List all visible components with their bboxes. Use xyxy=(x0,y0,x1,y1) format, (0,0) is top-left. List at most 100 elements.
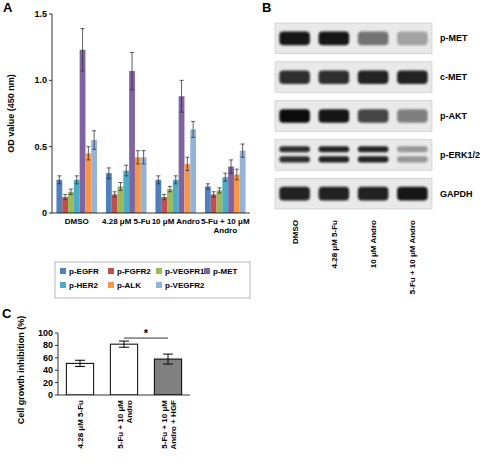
y-axis xyxy=(58,333,59,395)
error-stem xyxy=(168,354,169,364)
tick-label: 100 xyxy=(38,328,53,338)
error-stem xyxy=(225,173,226,181)
band xyxy=(397,32,428,46)
error-cap xyxy=(217,187,221,188)
band xyxy=(397,70,428,84)
legend-label: p-FGFR2 xyxy=(117,267,151,276)
row-label: p-ERK1/2 xyxy=(440,150,480,160)
error-cap xyxy=(130,89,134,90)
error-cap xyxy=(229,173,233,174)
band xyxy=(279,109,310,123)
band xyxy=(397,187,428,201)
bar xyxy=(85,153,91,213)
blot-strip xyxy=(275,178,432,209)
plot-area xyxy=(56,29,245,213)
bar xyxy=(240,151,246,213)
error-cap xyxy=(212,197,216,198)
error-cap xyxy=(118,182,122,183)
tick xyxy=(55,333,58,334)
error-bar xyxy=(69,189,73,194)
label-line: 4.28 μM 5-Fu xyxy=(102,217,151,226)
tick-label: 40 xyxy=(43,365,53,375)
error-stem xyxy=(114,192,115,197)
lane-label: 4.28 μM 5-Fu xyxy=(330,220,339,269)
error-cap xyxy=(163,354,173,355)
blot-strip xyxy=(275,101,432,132)
error-cap xyxy=(86,159,90,160)
band xyxy=(319,32,350,46)
label-line: DMSO xyxy=(65,217,89,226)
error-cap xyxy=(163,364,173,365)
band xyxy=(319,156,350,162)
error-stem xyxy=(231,160,232,173)
bar xyxy=(129,71,135,213)
error-cap xyxy=(180,112,184,113)
error-cap xyxy=(75,366,85,367)
y-axis xyxy=(52,14,53,213)
error-bar xyxy=(180,80,184,112)
bar xyxy=(228,167,234,213)
error-bar xyxy=(163,354,173,364)
error-stem xyxy=(207,184,208,189)
bar xyxy=(141,157,147,213)
bar xyxy=(62,197,68,213)
error-bar xyxy=(81,29,85,71)
error-cap xyxy=(69,194,73,195)
error-cap xyxy=(212,191,216,192)
error-cap xyxy=(136,150,140,151)
band xyxy=(279,32,310,46)
tick-label: 80 xyxy=(43,340,53,350)
panel-label: B xyxy=(262,0,271,15)
tick xyxy=(49,213,52,214)
error-cap xyxy=(241,157,245,158)
category-label: 5-Fu + 10 μMAndro + HGF xyxy=(160,400,178,450)
error-cap xyxy=(57,175,61,176)
figure: AOD value (450 nm)00.51.01.5DMSO4.28 μM … xyxy=(0,0,500,471)
error-bar xyxy=(191,121,195,137)
legend-label: p-ALK xyxy=(117,281,141,290)
legend-label: p-EGFR xyxy=(69,267,99,276)
error-stem xyxy=(124,341,125,347)
tick xyxy=(55,357,58,358)
blot-strip xyxy=(275,62,432,93)
error-cap xyxy=(92,130,96,131)
panel-label: C xyxy=(2,306,12,321)
row-label: p-AKT xyxy=(440,111,467,121)
tick xyxy=(55,370,58,371)
error-cap xyxy=(162,194,166,195)
error-cap xyxy=(119,347,129,348)
lane-label: DMSO xyxy=(291,220,300,244)
error-bar xyxy=(75,176,79,184)
tick-label: 20 xyxy=(43,378,53,388)
band xyxy=(358,156,389,162)
x-axis xyxy=(58,395,190,396)
category-label: 5-Fu + 10 μMAndro xyxy=(116,400,134,449)
error-stem xyxy=(219,188,220,193)
row-label: c-MET xyxy=(440,72,468,82)
label-line: Andro xyxy=(213,226,237,235)
label-line: 10 μM Andro xyxy=(152,217,200,226)
error-bar xyxy=(185,157,189,170)
error-cap xyxy=(63,199,67,200)
bar xyxy=(205,186,211,213)
error-cap xyxy=(75,183,79,184)
band xyxy=(358,187,389,201)
error-stem xyxy=(65,194,66,199)
error-stem xyxy=(88,147,89,160)
error-stem xyxy=(175,176,176,184)
blot-strip xyxy=(275,139,432,170)
category-label: 4.28 μM 5-Fu xyxy=(102,217,151,226)
bar xyxy=(234,175,240,213)
lane-label: 5-Fu + 10 μM Andro xyxy=(408,220,417,294)
error-bar xyxy=(92,131,96,150)
error-cap xyxy=(206,183,210,184)
legend-swatch xyxy=(156,282,162,288)
error-stem xyxy=(137,151,138,164)
band xyxy=(358,32,389,46)
error-bar xyxy=(86,147,90,160)
bar xyxy=(155,180,161,213)
legend-label: p-HER2 xyxy=(69,281,98,290)
error-cap xyxy=(113,197,117,198)
error-cap xyxy=(156,175,160,176)
tick xyxy=(55,345,58,346)
